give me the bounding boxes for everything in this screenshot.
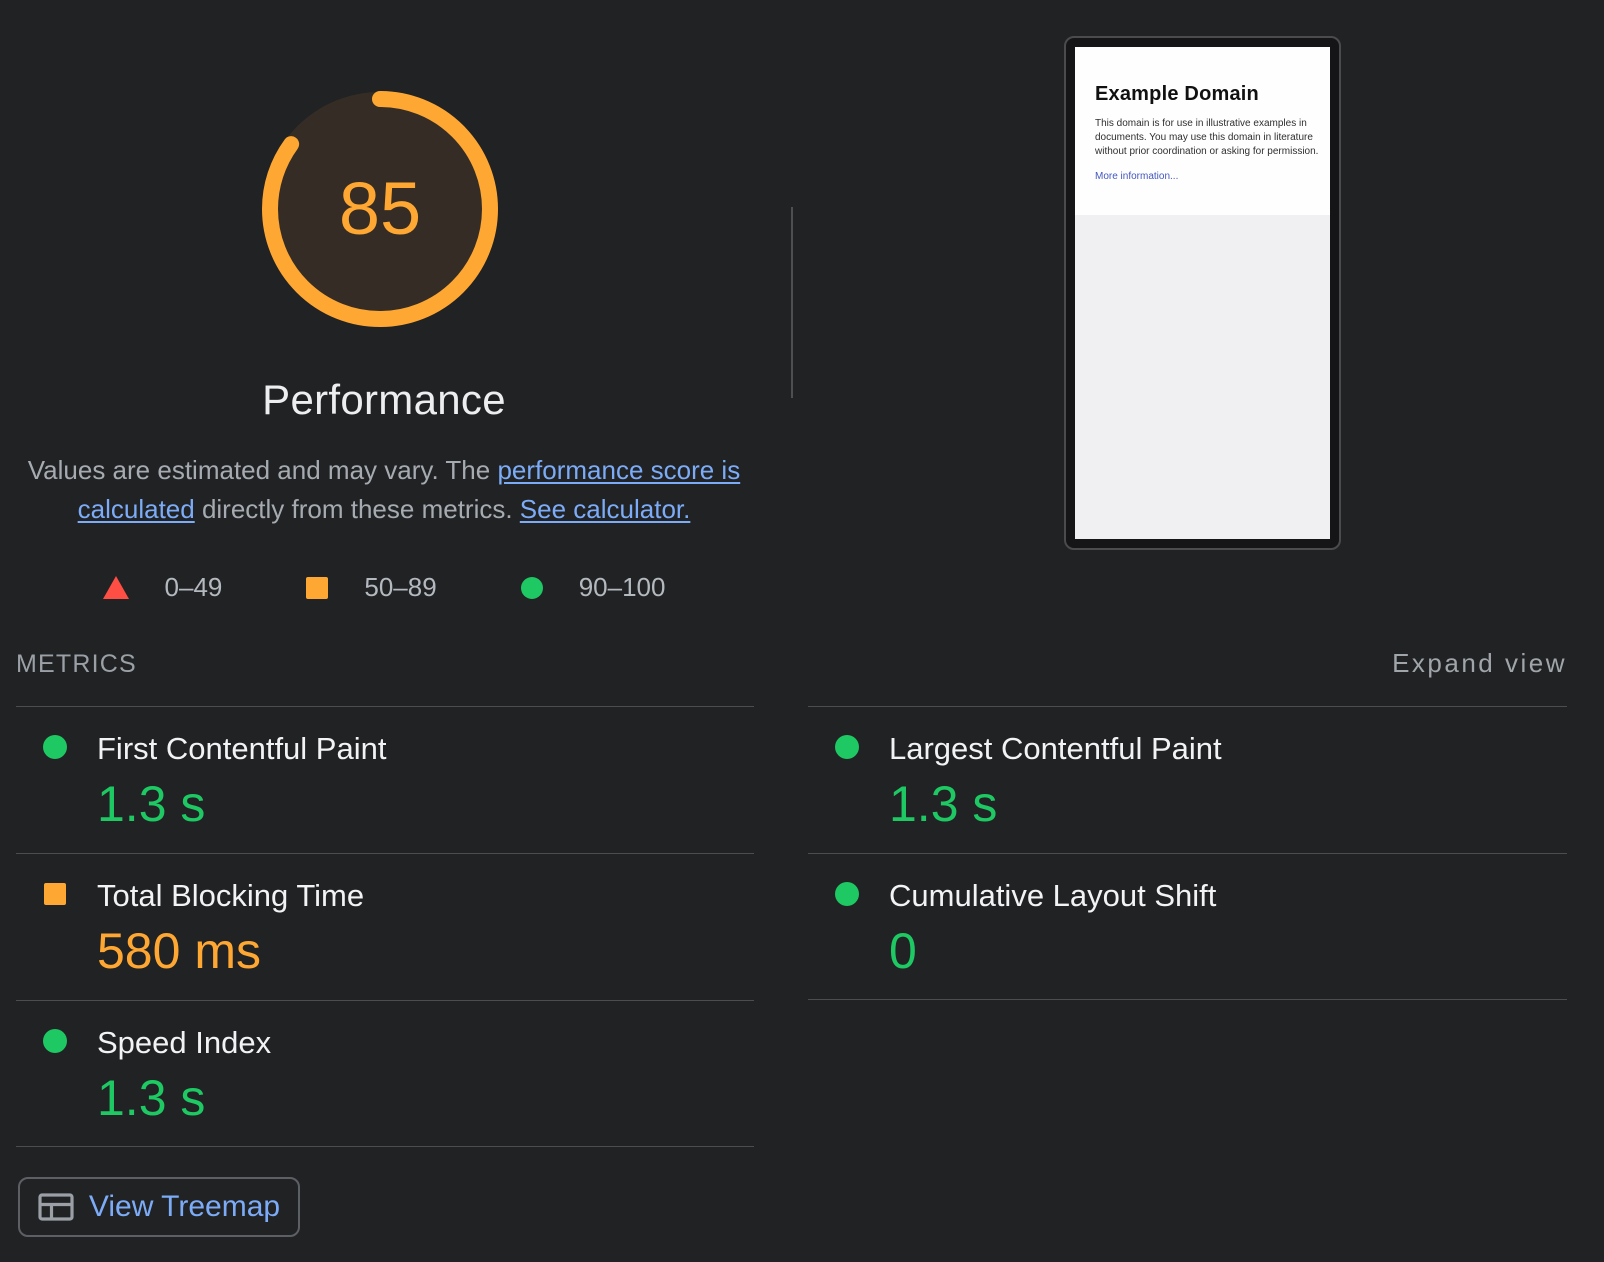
performance-category-title: Performance	[262, 376, 506, 423]
metric-status-icon	[44, 883, 66, 905]
screenshot-content-area: Example Domain This domain is for use in…	[1075, 47, 1330, 215]
metrics-section-title: METRICS	[16, 650, 137, 678]
metric-value: 580 ms	[97, 923, 261, 979]
metric-name: Largest Contentful Paint	[889, 731, 1222, 766]
view-treemap-button[interactable]: View Treemap	[18, 1177, 300, 1237]
metric-name: First Contentful Paint	[97, 731, 387, 766]
summary-divider	[791, 207, 793, 398]
metric-value: 1.3 s	[889, 776, 998, 832]
score-scale-legend: 0–49 50–89 90–100	[10, 572, 758, 603]
screenshot-page-background	[1075, 215, 1330, 539]
metric-cumulative-layout-shift: Cumulative Layout Shift 0	[808, 853, 1567, 1000]
metric-value: 0	[889, 923, 917, 979]
legend-item-average: 50–89	[306, 572, 437, 603]
pass-circle-icon	[520, 576, 543, 599]
legend-range: 50–89	[364, 572, 437, 602]
metric-largest-contentful-paint: Largest Contentful Paint 1.3 s	[808, 706, 1567, 853]
metric-status-icon	[835, 882, 859, 906]
metric-value: 1.3 s	[97, 776, 206, 832]
metric-value: 1.3 s	[97, 1070, 206, 1126]
metric-status-icon	[43, 735, 67, 759]
metric-speed-index: Speed Index 1.3 s	[16, 1000, 754, 1147]
metric-name: Total Blocking Time	[97, 878, 365, 913]
screenshot-image: Example Domain This domain is for use in…	[1075, 47, 1330, 539]
gauge-ring-icon	[262, 91, 498, 327]
metric-first-contentful-paint: First Contentful Paint 1.3 s	[16, 706, 754, 853]
gauge-arc	[262, 91, 498, 327]
metric-name: Speed Index	[97, 1025, 272, 1060]
view-treemap-label: View Treemap	[88, 1190, 281, 1223]
performance-score-calculated-link[interactable]: performance score is calculated	[77, 455, 741, 524]
description-text: directly from these metrics.	[194, 494, 520, 524]
metric-name: Cumulative Layout Shift	[889, 878, 1217, 913]
average-square-icon	[306, 576, 329, 599]
fail-triangle-icon	[102, 576, 129, 599]
preview-more-information-link: More information...	[1095, 171, 1179, 182]
see-calculator-link[interactable]: See calculator.	[519, 494, 691, 524]
performance-score-gauge[interactable]: 85	[255, 84, 505, 334]
score-description: Values are estimated and may vary. The p…	[10, 451, 758, 529]
description-text: Values are estimated and may vary. The	[27, 455, 498, 485]
preview-body-text: This domain is for use in illustrative e…	[1095, 118, 1319, 157]
performance-score-value: 85	[338, 166, 422, 250]
legend-item-pass: 90–100	[520, 572, 666, 603]
expand-view-button[interactable]: Expand view	[1392, 648, 1567, 678]
legend-range: 0–49	[164, 572, 223, 602]
legend-range: 90–100	[578, 572, 666, 602]
metric-status-icon	[835, 735, 859, 759]
legend-item-fail: 0–49	[102, 572, 223, 603]
metric-status-icon	[43, 1029, 67, 1053]
preview-heading: Example Domain	[1095, 83, 1259, 105]
treemap-icon	[38, 1193, 74, 1221]
metrics-column-right: Largest Contentful Paint 1.3 s Cumulativ…	[808, 706, 1567, 1000]
metrics-column-left: First Contentful Paint 1.3 s Total Block…	[16, 706, 754, 1147]
metrics-section-header: METRICS Expand view	[16, 648, 1567, 679]
page-screenshot-preview: Example Domain This domain is for use in…	[1064, 36, 1341, 550]
metric-total-blocking-time: Total Blocking Time 580 ms	[16, 853, 754, 1000]
